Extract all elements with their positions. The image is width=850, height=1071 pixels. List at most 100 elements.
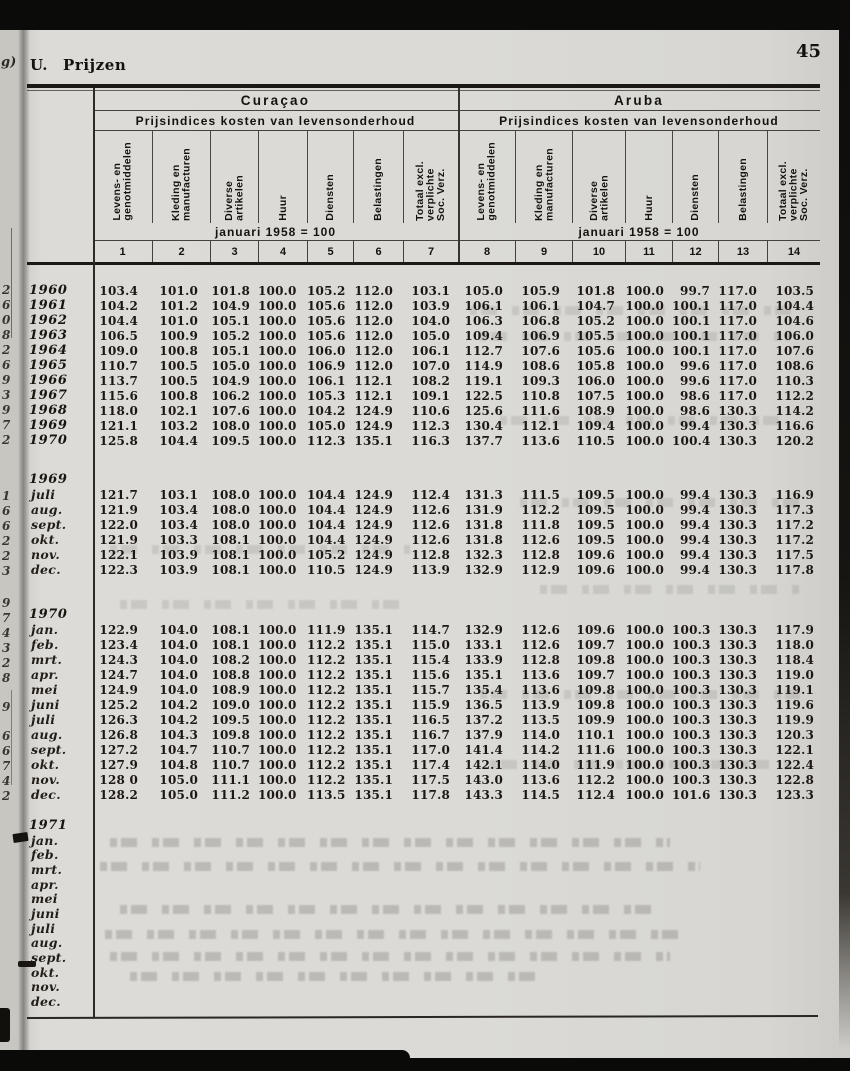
value-cell: 119.0 <box>775 667 814 682</box>
value-cell: 105.9 <box>521 283 560 298</box>
data-block: 1970 jan. 122.9 104.0 108.1 100.0 111.9 135.1 11… <box>27 607 820 802</box>
section-title: U. Prijzen <box>30 56 127 74</box>
margin-digit-fragment: 7 <box>2 611 11 625</box>
value-cell: 122.3 <box>99 562 138 577</box>
value-cell: 118.4 <box>775 652 814 667</box>
value-cell: 106.9 <box>521 328 560 343</box>
margin-digit-fragment: 4 <box>2 774 11 788</box>
value-cell: 103.2 <box>159 418 198 433</box>
table-row: 1968 118.0 102.1 107.6 100.0 104.2 124.9 110.6 1… <box>27 403 820 418</box>
value-cell: 100.0 <box>258 358 297 373</box>
value-cell: 117.5 <box>775 547 814 562</box>
value-cell: 106.9 <box>307 358 346 373</box>
value-cell: 107.5 <box>576 388 615 403</box>
data-block: 1969 juli 121.7 103.1 108.0 100.0 104.4 124.9 11… <box>27 472 820 577</box>
value-cell: 135.1 <box>354 787 393 802</box>
value-cell: 135.1 <box>354 637 393 652</box>
value-cell: 112.6 <box>521 622 560 637</box>
value-cell: 135.1 <box>354 433 393 448</box>
value-cell: 127.9 <box>99 757 138 772</box>
value-cell: 117.0 <box>718 283 757 298</box>
value-cell: 126.8 <box>99 727 138 742</box>
value-cell: 109.4 <box>576 418 615 433</box>
book-gutter <box>18 28 30 1060</box>
value-cell: 117.3 <box>775 502 814 517</box>
value-cell: 100.0 <box>625 403 664 418</box>
row-label: sept. <box>31 949 67 965</box>
heavy-rule-top <box>27 84 820 88</box>
table-row: mei 124.9 104.0 108.9 100.0 112.2 135.1 115.7 13… <box>27 682 820 697</box>
value-cell: 116.9 <box>775 487 814 502</box>
value-cell: 111.2 <box>211 787 250 802</box>
value-cell: 116.7 <box>411 727 450 742</box>
value-cell: 106.0 <box>307 343 346 358</box>
value-cell: 101.0 <box>159 313 198 328</box>
table-row: dec. 128.2 105.0 111.2 100.0 113.5 135.1 117.8 1… <box>27 787 820 802</box>
value-cell: 112.2 <box>307 757 346 772</box>
value-cell: 100.0 <box>625 298 664 313</box>
column-header: Levens- en genotmiddelen <box>93 130 152 223</box>
value-cell: 112.0 <box>354 313 393 328</box>
row-label: nov. <box>31 979 60 995</box>
value-cell: 119.1 <box>464 373 503 388</box>
row-label: jan. <box>31 622 59 637</box>
value-cell: 121.1 <box>99 418 138 433</box>
value-cell: 103.4 <box>99 283 138 298</box>
margin-digit-fragment: 0 <box>2 313 11 327</box>
value-cell: 116.6 <box>775 418 814 433</box>
value-cell: 109.7 <box>576 667 615 682</box>
column-number: 4 <box>258 241 307 262</box>
value-cell: 117.8 <box>775 562 814 577</box>
value-cell: 135.1 <box>354 712 393 727</box>
column-number: 12 <box>672 241 718 262</box>
column-header: Kleding en manufacturen <box>515 130 572 223</box>
column-header: Totaal excl. verplichte Soc. Verz. <box>403 130 458 223</box>
row-label: aug. <box>31 935 63 951</box>
value-cell: 112.4 <box>576 787 615 802</box>
value-cell: 112.1 <box>354 388 393 403</box>
row-label: 1963 <box>29 328 68 343</box>
value-cell: 108.1 <box>211 622 250 637</box>
value-cell: 100.0 <box>258 403 297 418</box>
value-cell: 105.3 <box>307 388 346 403</box>
block-heading: 1971 <box>29 818 68 833</box>
row-label: mei <box>31 682 58 697</box>
value-cell: 109.8 <box>211 727 250 742</box>
value-cell: 108.9 <box>211 682 250 697</box>
value-cell: 100.3 <box>672 682 711 697</box>
value-cell: 122.5 <box>464 388 503 403</box>
value-cell: 100.0 <box>625 727 664 742</box>
table-row: mei <box>27 891 820 906</box>
value-cell: 108.8 <box>211 667 250 682</box>
table-row: mrt. <box>27 862 820 877</box>
value-cell: 99.4 <box>679 562 710 577</box>
value-cell: 109.6 <box>576 622 615 637</box>
value-cell: 126.3 <box>99 712 138 727</box>
margin-digit-fragment: 7 <box>2 418 11 432</box>
value-cell: 122.1 <box>775 742 814 757</box>
value-cell: 130.3 <box>718 622 757 637</box>
value-cell: 101.8 <box>576 283 615 298</box>
margin-digit-fragment: 2 <box>2 789 11 803</box>
value-cell: 100.1 <box>672 298 711 313</box>
row-label: aug. <box>31 502 63 517</box>
value-cell: 100.3 <box>672 712 711 727</box>
value-cell: 100.3 <box>672 622 711 637</box>
value-cell: 100.0 <box>625 343 664 358</box>
table-row: aug. 121.9 103.4 108.0 100.0 104.4 124.9 112.6 1… <box>27 502 820 517</box>
value-cell: 110.1 <box>576 727 615 742</box>
column-header-label: Belastingen <box>372 158 385 221</box>
group-subtitle: Prijsindices kosten van levensonderhoud <box>458 111 820 131</box>
facing-page-line-fragment <box>11 228 12 338</box>
value-cell: 135.1 <box>354 727 393 742</box>
row-label: 1964 <box>29 343 68 358</box>
value-cell: 101.6 <box>672 787 711 802</box>
value-cell: 112.2 <box>307 637 346 652</box>
value-cell: 104.9 <box>211 298 250 313</box>
value-cell: 111.6 <box>521 403 560 418</box>
value-cell: 112.2 <box>307 712 346 727</box>
table-row: aug. 126.8 104.3 109.8 100.0 112.2 135.1 116.7 1… <box>27 727 820 742</box>
value-cell: 112.2 <box>307 742 346 757</box>
value-cell: 106.1 <box>521 298 560 313</box>
value-cell: 112.1 <box>521 418 560 433</box>
